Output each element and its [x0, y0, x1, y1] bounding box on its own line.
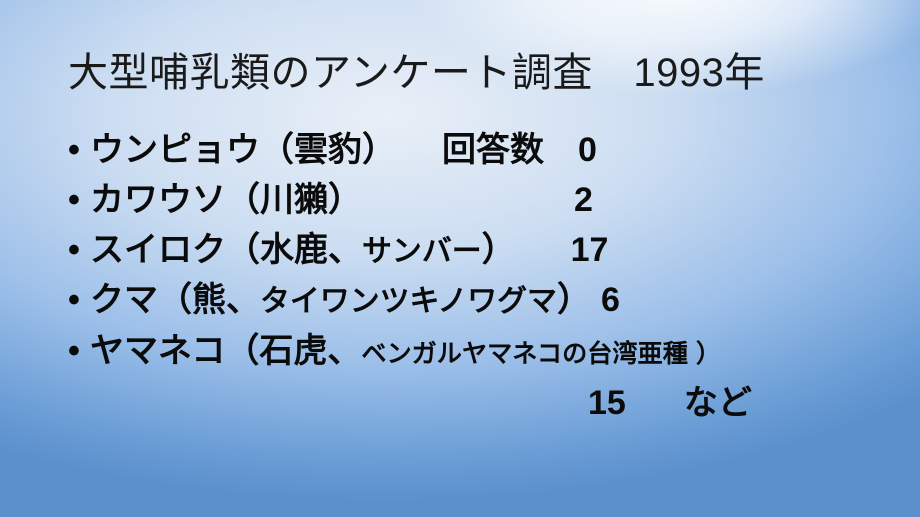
spacer — [362, 210, 574, 211]
bullet-icon: • — [68, 181, 80, 219]
spacer — [626, 413, 684, 414]
spacer — [544, 160, 578, 161]
response-count-label: 回答数 — [442, 131, 544, 169]
spacer — [591, 310, 601, 311]
item-count: 0 — [578, 131, 597, 169]
item-text-small: ） — [695, 340, 722, 368]
item-count: 6 — [600, 281, 620, 319]
slide-content: 大型哺乳類のアンケート調査 1993年 • ウンピョウ（雲豹） 回答数 0 • カワウソ… — [68, 46, 890, 428]
bullet-list: • ウンピョウ（雲豹） 回答数 0 • カワウソ（川獺） 2 • スイロク（水鹿、サンバー）… — [68, 125, 890, 428]
slide-title: 大型哺乳類のアンケート調査 1993年 — [68, 51, 765, 95]
item-count: 17 — [570, 231, 609, 269]
item-text: ） — [556, 281, 591, 319]
spacer — [516, 260, 571, 261]
bullet-icon: • — [68, 231, 80, 269]
item-count: 2 — [574, 181, 593, 219]
bullet-item-sambar: • スイロク（水鹿、サンバー） 17 — [68, 225, 890, 275]
spacer — [396, 160, 442, 161]
item-text: カワウソ（川獺） — [90, 181, 362, 219]
item-text-small: タイワンツキノワグマ — [260, 285, 557, 318]
bullet-icon: • — [68, 281, 80, 319]
item-count: 15 — [588, 384, 626, 422]
item-text: スイロク（水鹿、 — [90, 231, 362, 269]
item-text: ヤマネコ（石虎、 — [90, 332, 362, 370]
item-text: ） — [481, 231, 516, 269]
bullet-icon: • — [68, 131, 80, 169]
count-etc-line: 15 など — [588, 378, 890, 428]
item-text: ウンピョウ（雲豹） — [90, 131, 396, 169]
bullet-item-bear: • クマ（熊、タイワンツキノワグマ） 6 — [68, 275, 890, 325]
item-text: クマ（熊、 — [90, 281, 260, 319]
bullet-item-clouded-leopard: • ウンピョウ（雲豹） 回答数 0 — [68, 125, 890, 175]
bullet-icon: • — [68, 332, 80, 370]
bullet-item-leopard-cat: • ヤマネコ（石虎、ベンガルヤマネコの台湾亜種） — [68, 325, 890, 378]
item-text-small: サンバー — [362, 235, 482, 268]
etc-label: など — [683, 384, 752, 422]
item-text-small: ベンガルヤマネコの台湾亜種 — [361, 340, 688, 368]
bullet-item-otter: • カワウソ（川獺） 2 — [68, 175, 890, 225]
